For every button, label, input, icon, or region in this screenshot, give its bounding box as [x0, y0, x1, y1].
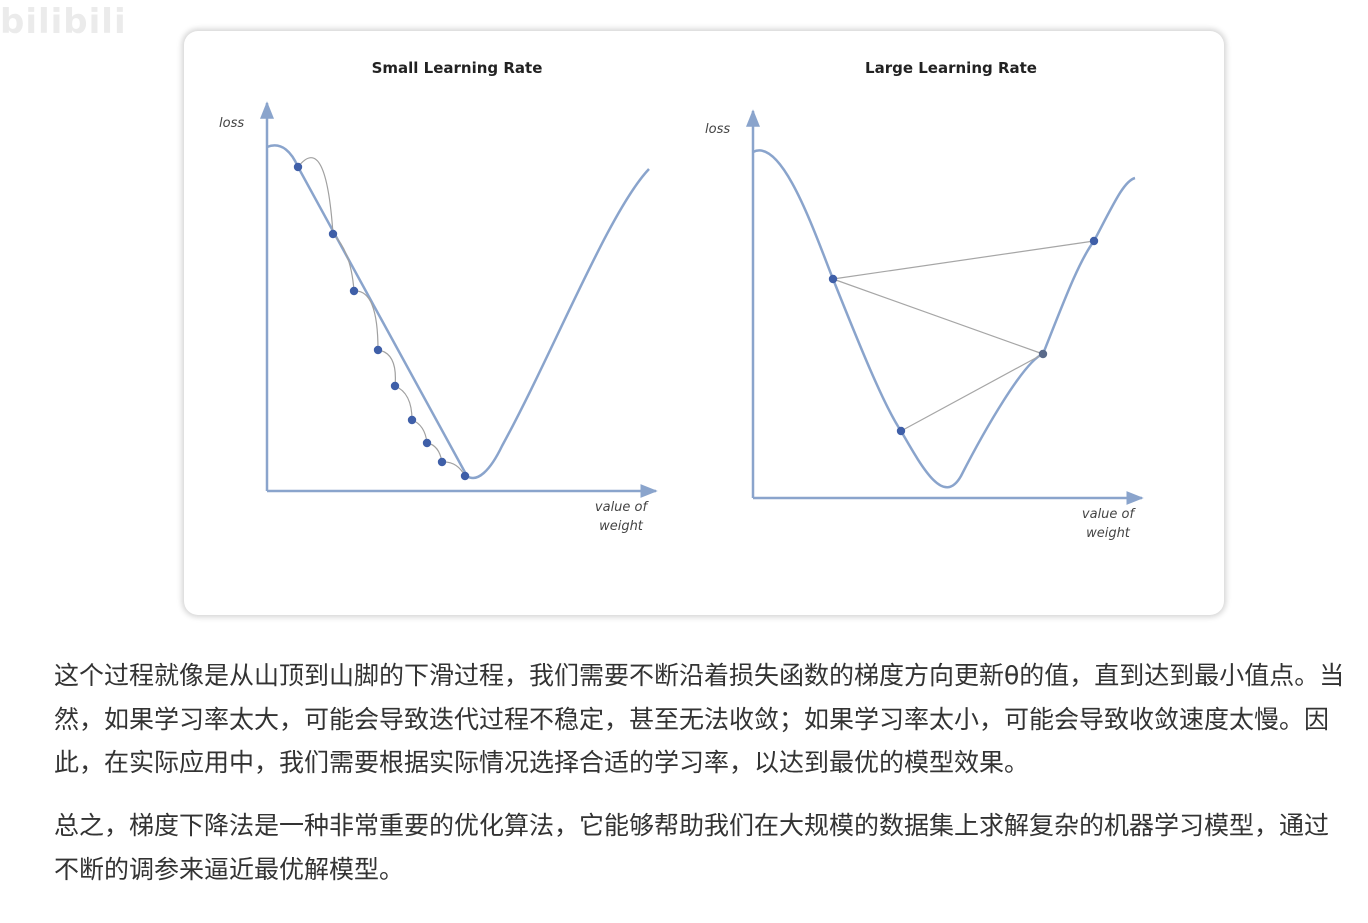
- y-axis-label-large: loss: [705, 122, 730, 137]
- paragraph-1: 这个过程就像是从山顶到山脚的下滑过程，我们需要不断沿着损失函数的梯度方向更新θ的…: [54, 661, 1345, 777]
- x-axis-label-line1-small: value of: [595, 500, 650, 515]
- step-point: [349, 286, 359, 296]
- step-point: [328, 229, 338, 239]
- step-arc: [353, 290, 379, 351]
- panel-title-small: Small Learning Rate: [372, 59, 543, 77]
- step-point: [293, 162, 303, 172]
- x-axis-label-line2-large: weight: [1086, 526, 1131, 541]
- learning-rate-diagram: Small Learning Rate loss value of weight: [219, 59, 1144, 541]
- step-arc: [297, 157, 334, 235]
- x-axis-label-line1-large: value of: [1082, 507, 1137, 522]
- step-line: [832, 240, 1095, 280]
- y-axis-label-small: loss: [219, 116, 244, 131]
- figure-card: Small Learning Rate loss value of weight: [184, 31, 1224, 615]
- step-point: [373, 345, 383, 355]
- panel-large-learning-rate: Large Learning Rate loss value of weight: [705, 59, 1144, 541]
- watermark: bilibili: [0, 2, 127, 42]
- step-arc: [394, 385, 413, 421]
- loss-curve-large: [752, 149, 1136, 489]
- step-line: [832, 278, 1044, 355]
- step-point: [1038, 349, 1048, 359]
- step-point: [460, 471, 470, 481]
- step-point: [1089, 236, 1099, 246]
- paragraph-2: 总之，梯度下降法是一种非常重要的优化算法，它能够帮助我们在大规模的数据集上求解复…: [54, 811, 1330, 884]
- step-point: [422, 438, 432, 448]
- step-lines-large: [832, 240, 1095, 432]
- step-line: [900, 353, 1044, 432]
- step-points-small: [293, 162, 470, 481]
- step-points-large: [828, 236, 1099, 436]
- x-axis-label-line2-small: weight: [599, 519, 644, 534]
- step-arc: [332, 233, 355, 292]
- step-point: [896, 426, 906, 436]
- panel-small-learning-rate: Small Learning Rate loss value of weight: [219, 59, 658, 534]
- loss-curve-small: [266, 144, 650, 480]
- step-point: [828, 274, 838, 284]
- step-point: [437, 457, 447, 467]
- step-point: [390, 381, 400, 391]
- panel-title-large: Large Learning Rate: [865, 59, 1037, 77]
- step-arc: [377, 349, 396, 387]
- step-point: [407, 415, 417, 425]
